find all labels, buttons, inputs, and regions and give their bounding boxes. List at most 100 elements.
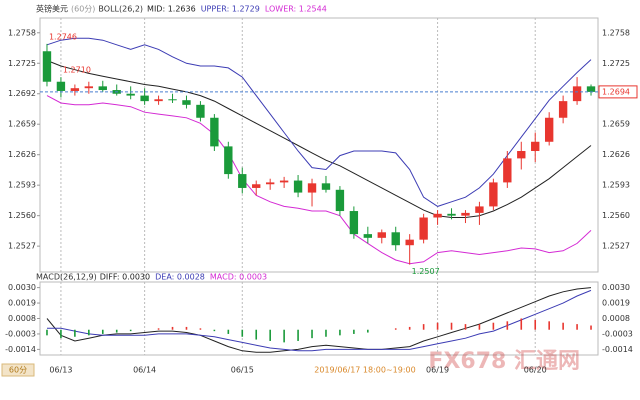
macd-bar <box>60 329 62 339</box>
indicator-line <box>46 95 592 265</box>
period-button-label[interactable]: 60分 <box>9 366 27 375</box>
y-tick-label: 0.0008 <box>8 314 36 323</box>
y-tick-label-right: 1.2725 <box>602 59 630 68</box>
candle-body <box>98 86 107 91</box>
macd-bar <box>311 329 313 339</box>
candle-body <box>140 95 149 102</box>
y-tick-label-right: 1.2626 <box>602 150 630 159</box>
macd-bar <box>115 329 118 333</box>
candle-body <box>196 104 205 118</box>
candle-body <box>447 213 456 216</box>
candle-body <box>489 182 498 207</box>
macd-bar <box>171 326 174 330</box>
macd-bar <box>325 329 327 337</box>
macd-bar <box>590 325 592 330</box>
candle-body <box>363 234 373 238</box>
candle-body <box>586 86 596 92</box>
x-tick-label: 06/14 <box>133 366 156 375</box>
y-tick-label: 1.2593 <box>8 181 36 190</box>
indicator-line <box>47 289 592 352</box>
candle-body <box>252 184 261 188</box>
macd-bar <box>297 329 299 341</box>
x-tick-label: 06/20 <box>524 366 547 375</box>
macd-bar <box>74 329 76 337</box>
macd-bar <box>422 324 425 330</box>
candle-body <box>307 183 317 193</box>
indicator-name: BOLL(26,2) <box>98 5 143 14</box>
legend-entry: LOWER: 1.2544 <box>265 5 327 14</box>
macd-bar <box>394 328 397 330</box>
extreme-label: 1.2507 <box>412 267 440 276</box>
legend-entry: MID: 1.2636 <box>147 5 196 14</box>
candle-body <box>335 189 345 212</box>
x-tick-label: 06/13 <box>49 366 72 375</box>
macd-bar <box>283 329 285 343</box>
candle-body <box>349 211 359 235</box>
y-tick-label-right: 1.2560 <box>602 211 630 220</box>
y-tick-label: -0.0003 <box>5 329 36 338</box>
macd-bar <box>562 322 564 330</box>
candle-body <box>377 232 386 238</box>
macd-bar <box>506 321 509 330</box>
y-tick-label-right: 1.2527 <box>602 242 630 251</box>
macd-bar <box>353 329 355 334</box>
indicator-line <box>46 287 592 353</box>
macd-frame <box>39 281 599 356</box>
y-tick-label: 0.0019 <box>8 299 36 308</box>
y-tick-label: 0.0030 <box>8 283 36 292</box>
macd-bar <box>129 329 132 332</box>
macd-bar <box>88 329 90 336</box>
indicator-line <box>46 37 592 207</box>
y-tick-label-right: 0.0019 <box>602 299 630 308</box>
candle-body <box>70 88 80 91</box>
macd-bar <box>478 324 481 330</box>
candle-body <box>224 146 233 175</box>
y-tick-label: 1.2626 <box>8 150 36 159</box>
y-tick-label: 1.2725 <box>8 59 36 68</box>
macd-bar <box>213 329 216 332</box>
y-tick-label: 1.2560 <box>8 211 36 220</box>
macd-bar <box>548 321 550 330</box>
y-tick-label: 1.2527 <box>8 242 36 251</box>
extreme-label: 1.2710 <box>63 66 91 75</box>
macd-bar <box>408 326 411 330</box>
y-tick-label-right: 0.0008 <box>602 314 630 323</box>
macd-bar <box>520 318 523 330</box>
macd-bar <box>241 329 244 337</box>
macd-bar <box>450 322 453 330</box>
candle-body <box>419 217 428 240</box>
candle-body <box>475 206 484 213</box>
indicator-line <box>46 60 592 218</box>
y-tick-label-right: -0.0014 <box>602 345 633 354</box>
macd-bar <box>534 319 537 330</box>
macd-bar <box>157 328 160 330</box>
macd-bar <box>464 324 467 330</box>
macd-bar <box>227 329 230 334</box>
macd-bar <box>46 329 48 336</box>
y-tick-label-right: 0.0030 <box>602 283 630 292</box>
candle-body <box>238 174 247 188</box>
macd-bar <box>436 322 439 330</box>
candle-body <box>544 117 554 142</box>
main-frame <box>39 17 599 273</box>
macd-bar <box>367 329 369 333</box>
candle-body <box>461 212 470 216</box>
candle-body <box>126 93 135 96</box>
y-tick-label-right: 1.2659 <box>602 120 630 129</box>
x-tick-label: 06/15 <box>231 366 254 375</box>
macd-bar <box>339 329 341 336</box>
x-tick-label: 06/19 <box>426 366 449 375</box>
macd-bar <box>185 326 188 330</box>
macd-bar <box>199 328 202 330</box>
period-button[interactable] <box>1 363 35 377</box>
candle-body <box>531 141 540 152</box>
y-tick-label: 1.2758 <box>8 28 36 37</box>
panel-subtitle: (60分) <box>71 5 95 14</box>
candle-body <box>517 151 526 159</box>
candle-body <box>84 86 94 89</box>
watermark: FX678 汇通网 <box>428 349 580 374</box>
last-price-box <box>598 85 638 99</box>
candle-body <box>405 239 414 246</box>
candle-body <box>503 158 512 183</box>
